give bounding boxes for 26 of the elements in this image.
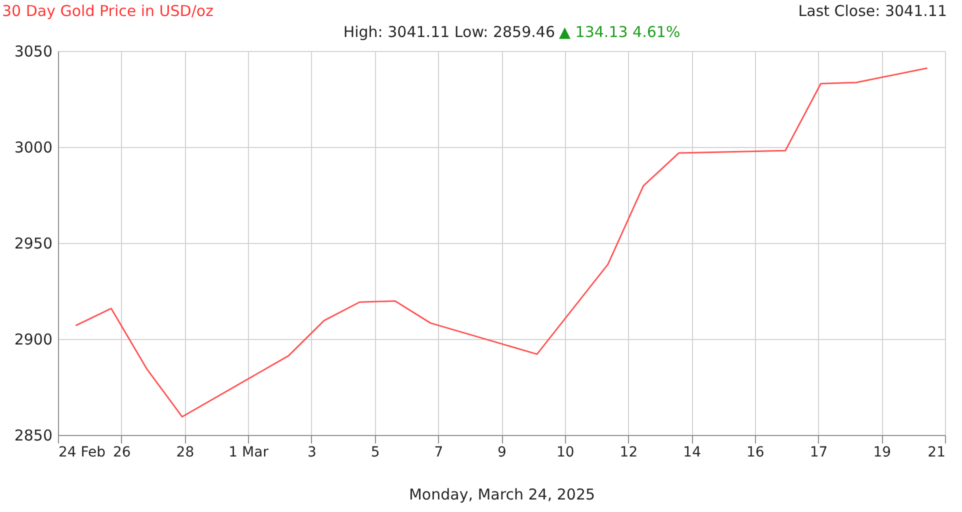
x-tick-label: 28: [176, 444, 194, 460]
x-tick-label: 3: [307, 444, 316, 460]
text: Last Close: 3041.11: [798, 2, 947, 20]
y-tick-label: 2850: [14, 426, 52, 444]
text: ▲ 134.13 4.61%: [559, 23, 680, 41]
x-tick-label: 9: [498, 444, 506, 460]
y-tick-label: 2950: [14, 234, 52, 252]
x-tick-label: 24 Feb: [58, 444, 106, 460]
x-tick-label: 19: [873, 444, 892, 460]
x-tick-label: 12: [620, 444, 638, 460]
y-tick-label: 3050: [14, 42, 52, 60]
x-tick-label: 17: [810, 444, 828, 460]
x-tick-label: 26: [112, 444, 131, 460]
x-tick-label: 14: [683, 444, 702, 460]
y-tick-label: 2900: [14, 330, 52, 348]
x-axis-title: Monday, March 24, 2025: [408, 486, 596, 504]
chart-subtitle: High: 3041.11 Low: 2859.46: [343, 23, 555, 41]
x-tick-label: 7: [434, 444, 444, 460]
line-series: [74, 67, 928, 418]
chart-title: 30 Day Gold Price in USD/oz: [2, 2, 214, 20]
x-tick-label: 21: [928, 444, 946, 460]
x-tick-label: 16: [746, 444, 764, 460]
x-tick-label: 5: [370, 444, 380, 460]
x-tick-label: 1 Mar: [228, 444, 269, 460]
y-tick-label: 3000: [14, 138, 52, 156]
x-tick-label: 10: [556, 444, 574, 460]
